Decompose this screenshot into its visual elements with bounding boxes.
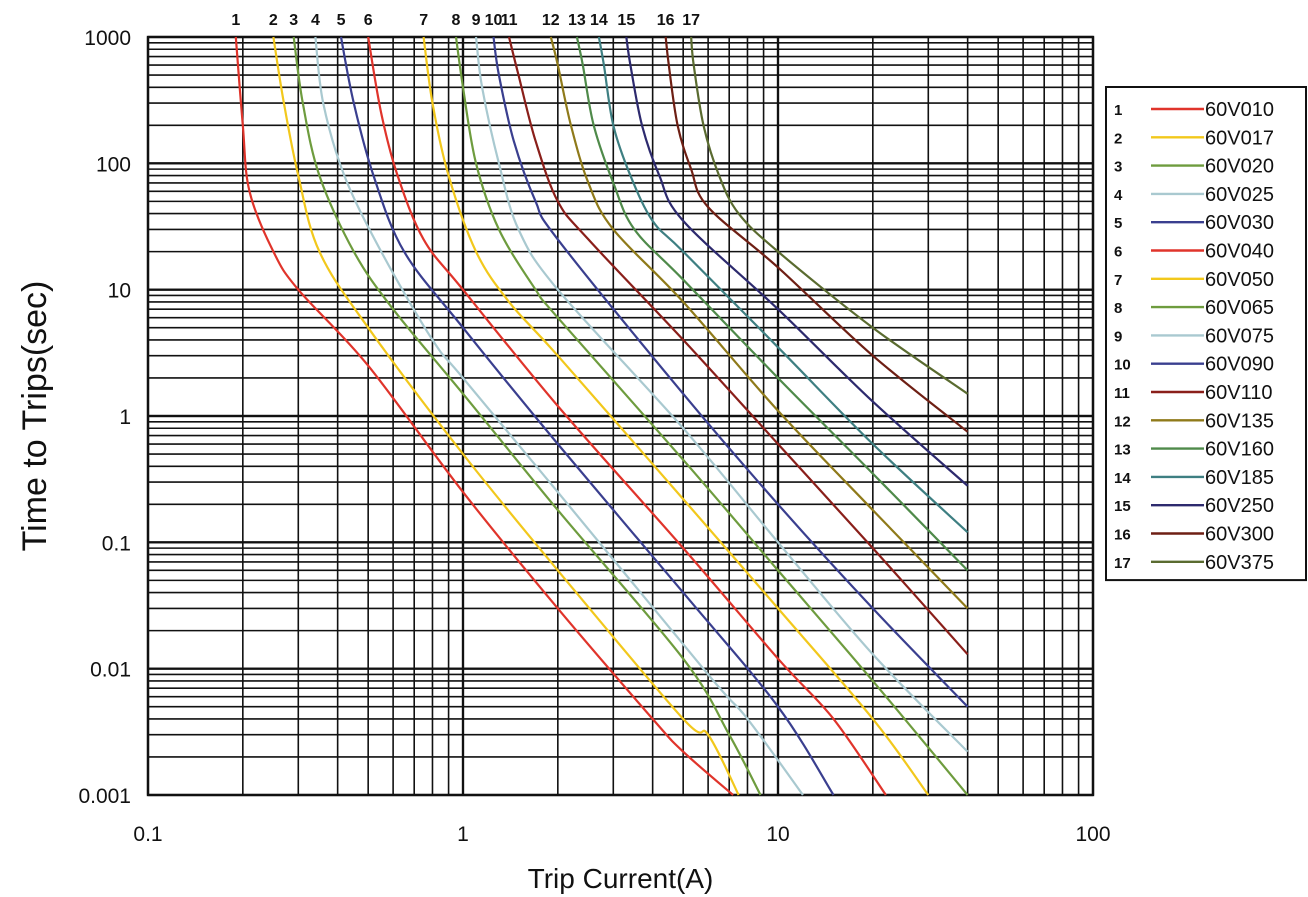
legend-entry-label: 60V300	[1205, 524, 1274, 546]
legend-number: 6	[1114, 244, 1122, 261]
y-tick-label: 0.1	[102, 532, 131, 555]
series-line-60V010	[234, 36, 734, 796]
curve-number-label: 5	[337, 12, 346, 29]
series-line-60V025	[314, 36, 804, 796]
legend-number: 4	[1114, 187, 1123, 204]
curve-number-label: 6	[364, 12, 373, 29]
curve-number-label: 15	[617, 12, 635, 29]
y-axis-title: Time to Trips(sec)	[16, 281, 54, 552]
legend-entry-label: 60V110	[1205, 382, 1272, 404]
series-line-60V050	[422, 36, 930, 796]
y-tick-label: 0.001	[78, 785, 131, 808]
legend-number: 13	[1114, 442, 1131, 459]
legend-number: 1	[1114, 102, 1122, 119]
curve-number-label: 16	[657, 12, 675, 29]
series-line-60V375	[690, 36, 969, 395]
legend-number: 15	[1114, 498, 1131, 515]
legend-entry-label: 60V185	[1205, 467, 1274, 489]
y-tick-label: 1000	[84, 27, 131, 50]
legend-entry-label: 60V017	[1205, 127, 1274, 149]
series-line-60V040	[367, 36, 887, 796]
series-line-60V017	[272, 36, 740, 796]
legend-entry-label: 60V075	[1205, 325, 1274, 347]
curve-number-label: 4	[311, 12, 320, 29]
legend-entry-label: 60V250	[1205, 495, 1274, 517]
curve-number-label: 9	[472, 12, 481, 29]
curve-number-label: 13	[568, 12, 586, 29]
legend-number: 12	[1114, 413, 1131, 430]
legend-number: 8	[1114, 300, 1122, 317]
curve-number-label: 3	[289, 12, 298, 29]
curve-number-label: 17	[682, 12, 700, 29]
x-tick-label: 1	[457, 823, 469, 846]
legend-entry-label: 60V065	[1205, 297, 1274, 319]
curve-number-label: 2	[269, 12, 278, 29]
curve-number-label: 10	[485, 12, 503, 29]
x-tick-label: 100	[1075, 823, 1110, 846]
legend-entry-label: 60V050	[1205, 269, 1274, 291]
curve-number-label: 8	[452, 12, 461, 29]
x-tick-label: 0.1	[133, 823, 162, 846]
legend-entry-label: 60V160	[1205, 439, 1274, 461]
series-line-60V135	[549, 36, 969, 610]
legend: 1 60V010 2 60V017 3 60V020 4 60V025 5 60V030 6 60V0…	[1105, 86, 1307, 582]
legend-entry-label: 60V020	[1205, 156, 1274, 178]
series-line-60V075	[474, 36, 969, 753]
legend-entry-label: 60V025	[1205, 184, 1274, 206]
legend-number: 17	[1114, 555, 1131, 572]
legend-entry-label: 60V030	[1205, 212, 1274, 234]
legend-number: 2	[1114, 130, 1122, 147]
curve-number-label: 12	[542, 12, 560, 29]
series-line-60V090	[492, 36, 969, 708]
series-line-60V160	[575, 36, 969, 572]
curve-number-label: 14	[590, 12, 608, 29]
legend-number: 3	[1114, 159, 1122, 176]
legend-number: 7	[1114, 272, 1122, 289]
legend-entry-label: 60V090	[1205, 354, 1274, 376]
series-line-60V185	[597, 36, 969, 534]
curve-number-label: 11	[501, 12, 518, 29]
x-tick-label: 10	[766, 823, 789, 846]
series-line-60V300	[664, 36, 969, 433]
legend-number: 16	[1114, 527, 1131, 544]
legend-number: 11	[1114, 385, 1130, 402]
legend-number: 10	[1114, 357, 1131, 374]
x-axis-title: Trip Current(A)	[528, 863, 714, 894]
y-tick-label: 100	[96, 153, 131, 176]
series-line-60V110	[507, 36, 969, 656]
legend-number: 5	[1114, 215, 1122, 232]
y-tick-label: 1	[119, 406, 131, 429]
plot-frame	[146, 35, 1095, 797]
legend-box	[1105, 86, 1307, 582]
y-tick-label: 10	[108, 280, 131, 303]
y-tick-label: 0.01	[90, 659, 131, 682]
series-line-60V250	[625, 36, 969, 487]
series-line-60V065	[454, 36, 969, 796]
curve-number-label: 1	[231, 12, 240, 29]
series-lines	[234, 36, 969, 796]
legend-entry-label: 60V375	[1205, 552, 1274, 574]
series-line-60V020	[292, 36, 762, 796]
curve-number-label: 7	[419, 12, 428, 29]
legend-entry-label: 60V135	[1205, 410, 1274, 432]
series-line-60V030	[339, 36, 835, 796]
legend-entry-label: 60V010	[1205, 99, 1274, 121]
legend-number: 14	[1114, 470, 1131, 487]
legend-number: 9	[1114, 328, 1122, 345]
legend-entry-label: 60V040	[1205, 241, 1274, 263]
